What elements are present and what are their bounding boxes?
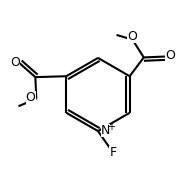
Text: N: N (101, 124, 110, 137)
Text: O: O (165, 49, 175, 62)
Text: F: F (109, 146, 117, 159)
Text: O: O (128, 30, 137, 43)
Text: O: O (10, 56, 20, 69)
Text: O: O (26, 91, 36, 104)
Text: +: + (107, 122, 115, 132)
